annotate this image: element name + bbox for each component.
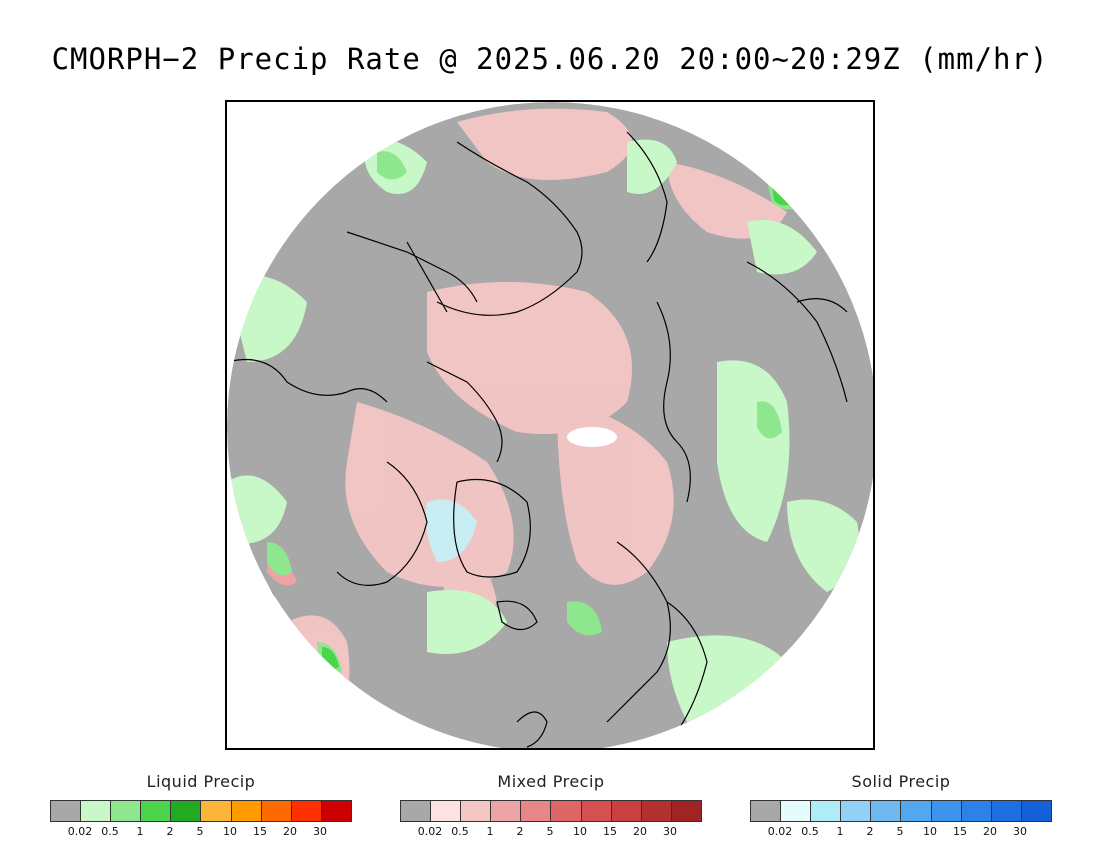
legend-mixed-colorbar [400,800,702,822]
legend-swatch [611,801,642,821]
legend-tick-label: 5 [896,825,904,838]
legend-tick-label: 0.5 [451,825,469,838]
legend-swatch [871,801,902,821]
legend-tick-label: 10 [223,825,237,838]
legend-tick-label: 1 [486,825,494,838]
legend-tick-label: 1 [836,825,844,838]
legend-tick-label: 1 [136,825,144,838]
legend-swatch [751,801,782,821]
legend-swatch [641,801,672,821]
legend-swatch [841,801,872,821]
legend-tick-label: 15 [253,825,267,838]
legend-tick-label: 20 [633,825,647,838]
coastlines [227,131,848,748]
legend-mixed-title: Mixed Precip [497,772,605,791]
legend-solid-colorbar [750,800,1052,822]
legend-swatch [901,801,932,821]
legend-swatch [931,801,962,821]
polar-precip-map [227,102,873,748]
polar-hole [567,427,617,447]
solid-precip-areas [425,499,477,562]
legend-tick-label: 0.02 [417,825,443,838]
legend-tick-label: 20 [983,825,997,838]
legend-liquid: Liquid Precip 0.02 0.5 1 2 5 10 15 20 30 [50,772,352,839]
legend-solid: Solid Precip 0.02 0.5 1 2 5 10 15 20 30 [750,772,1052,839]
legend-swatch [141,801,172,821]
legend-swatch [671,801,701,821]
legend-mixed: Mixed Precip 0.02 0.5 1 2 5 10 15 20 30 [400,772,702,839]
legend-tick-label: 0.5 [801,825,819,838]
legend-tick-label: 15 [953,825,967,838]
legend-swatch [171,801,202,821]
legend-swatch [291,801,322,821]
legend-swatch [431,801,462,821]
legend-mixed-ticks: 0.02 0.5 1 2 5 10 15 20 30 [400,825,700,839]
legend-tick-label: 2 [516,825,524,838]
legend-swatch [781,801,812,821]
legend-tick-label: 5 [546,825,554,838]
legend-tick-label: 10 [573,825,587,838]
legend-tick-label: 0.02 [767,825,793,838]
legend-swatch [551,801,582,821]
legend-swatch [461,801,492,821]
legend-swatch [51,801,82,821]
legend-tick-label: 30 [1013,825,1027,838]
legend-swatch [111,801,142,821]
legend-tick-label: 30 [663,825,677,838]
legend-swatch [491,801,522,821]
legend-solid-ticks: 0.02 0.5 1 2 5 10 15 20 30 [750,825,1050,839]
legend-swatch [321,801,351,821]
legend-swatch [961,801,992,821]
legend-tick-label: 5 [196,825,204,838]
legend-tick-label: 15 [603,825,617,838]
legend-tick-label: 2 [166,825,174,838]
legend-solid-title: Solid Precip [851,772,951,791]
mixed-precip-areas [287,108,787,712]
map-frame [225,100,875,750]
legend-swatch [401,801,432,821]
legend-swatch [521,801,552,821]
legend-swatch [1021,801,1051,821]
legend-tick-label: 30 [313,825,327,838]
legend-tick-label: 20 [283,825,297,838]
map-title: CMORPH−2 Precip Rate @ 2025.06.20 20:00~… [51,42,1049,76]
legend-swatch [581,801,612,821]
legend-tick-label: 2 [866,825,874,838]
legend-liquid-colorbar [50,800,352,822]
legend-swatch [81,801,112,821]
legend-liquid-title: Liquid Precip [146,772,256,791]
legend-tick-label: 10 [923,825,937,838]
legend-swatch [201,801,232,821]
legend-swatch [811,801,842,821]
legend-swatch [231,801,262,821]
legend-swatch [261,801,292,821]
legend-swatch [991,801,1022,821]
legend-liquid-ticks: 0.02 0.5 1 2 5 10 15 20 30 [50,825,350,839]
legend-tick-label: 0.02 [67,825,93,838]
legend-tick-label: 0.5 [101,825,119,838]
